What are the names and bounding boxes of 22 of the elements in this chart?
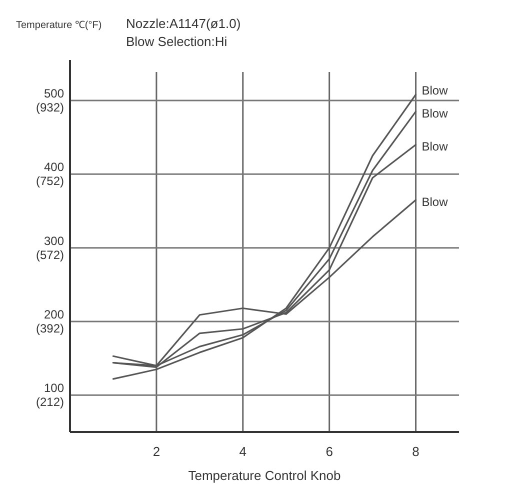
x-tick-label: 6 <box>326 444 333 459</box>
x-axis-title: Temperature Control Knob <box>188 468 341 483</box>
y-tick-label: 100 <box>44 381 64 396</box>
chart-subtitle: Blow Selection:Hi <box>126 34 228 49</box>
x-tick-label: 4 <box>239 444 247 459</box>
y2-tick-label: (212) <box>36 395 64 410</box>
y2-tick-label: (392) <box>36 322 64 336</box>
chart-title: Nozzle:A1147(ø1.0) <box>126 16 241 31</box>
x-tick-label: 2 <box>152 444 160 459</box>
y-tick-label: 400 <box>44 160 64 174</box>
y-axis-title: Temperature ℃(°F) <box>16 20 102 31</box>
y-tick-label: 200 <box>44 308 64 322</box>
series-label: Blow <box>422 194 448 209</box>
y-tick-label: 300 <box>44 234 64 248</box>
series-label: Blow <box>422 106 448 121</box>
series-label: Blow <box>422 84 448 98</box>
y2-tick-label: (752) <box>36 174 64 188</box>
x-tick-label: 8 <box>412 444 420 459</box>
series-label: Blow <box>422 140 448 154</box>
y-tick-label: 500 <box>44 86 64 101</box>
y2-tick-label: (572) <box>36 248 64 262</box>
y2-tick-label: (932) <box>36 100 64 115</box>
